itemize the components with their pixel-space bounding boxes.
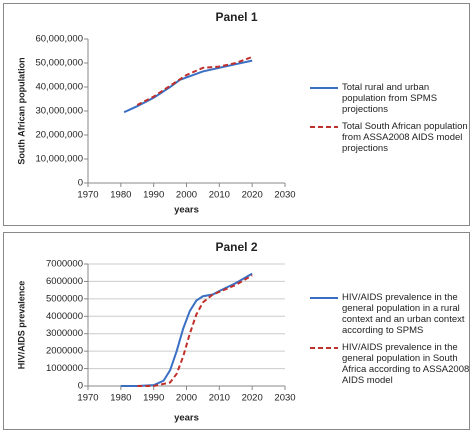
x-tick-label: 2030 xyxy=(274,393,295,404)
y-tick-label: 30,000,000 xyxy=(35,106,83,117)
y-tick-label: 6000000 xyxy=(46,276,83,287)
y-axis-label: HIV/AIDS prevalence xyxy=(16,281,26,370)
x-tick-label: 1970 xyxy=(77,190,98,201)
chart-title: Panel 2 xyxy=(215,240,257,254)
y-tick-label: 10,000,000 xyxy=(35,154,83,165)
data-line xyxy=(137,274,253,387)
x-axis-label: years xyxy=(174,413,199,424)
x-tick-label: 2020 xyxy=(242,190,263,201)
x-tick-label: 1990 xyxy=(143,190,164,201)
legend-label: HIV/AIDS prevalence in the general popul… xyxy=(342,292,465,336)
y-tick-label: 40,000,000 xyxy=(35,82,83,93)
y-tick-label: 7000000 xyxy=(46,259,83,270)
panel-frame xyxy=(3,3,470,226)
chart-title: Panel 1 xyxy=(215,10,257,24)
y-axis-label: South African population xyxy=(16,57,26,164)
x-tick-label: 2010 xyxy=(209,393,230,404)
x-tick-label: 2030 xyxy=(274,190,295,201)
y-tick-label: 4000000 xyxy=(46,311,83,322)
y-tick-label: 3000000 xyxy=(46,328,83,339)
y-tick-label: 20,000,000 xyxy=(35,130,83,141)
y-tick-label: 2000000 xyxy=(46,346,83,357)
legend-label: Total South African population from ASSA… xyxy=(342,121,468,154)
legend-label: Total rural and urban population from SP… xyxy=(342,82,438,115)
x-tick-label: 1980 xyxy=(110,190,131,201)
x-tick-label: 1980 xyxy=(110,393,131,404)
x-tick-label: 2010 xyxy=(209,190,230,201)
x-tick-label: 1970 xyxy=(77,393,98,404)
legend-label: HIV/AIDS prevalence in the general popul… xyxy=(342,342,470,386)
y-tick-label: 50,000,000 xyxy=(35,58,83,69)
data-line xyxy=(123,59,253,114)
x-tick-label: 1990 xyxy=(143,393,164,404)
y-tick-label: 1000000 xyxy=(46,363,83,374)
x-tick-label: 2020 xyxy=(242,393,263,404)
y-tick-label: 60,000,000 xyxy=(35,34,83,45)
y-tick-label: 0 xyxy=(78,381,83,392)
panel-frame xyxy=(3,232,470,430)
data-line xyxy=(136,56,253,106)
x-tick-label: 2000 xyxy=(176,190,197,201)
y-tick-label: 0 xyxy=(78,178,83,189)
x-tick-label: 2000 xyxy=(176,393,197,404)
y-tick-label: 5000000 xyxy=(46,293,83,304)
x-axis-label: years xyxy=(174,205,199,216)
